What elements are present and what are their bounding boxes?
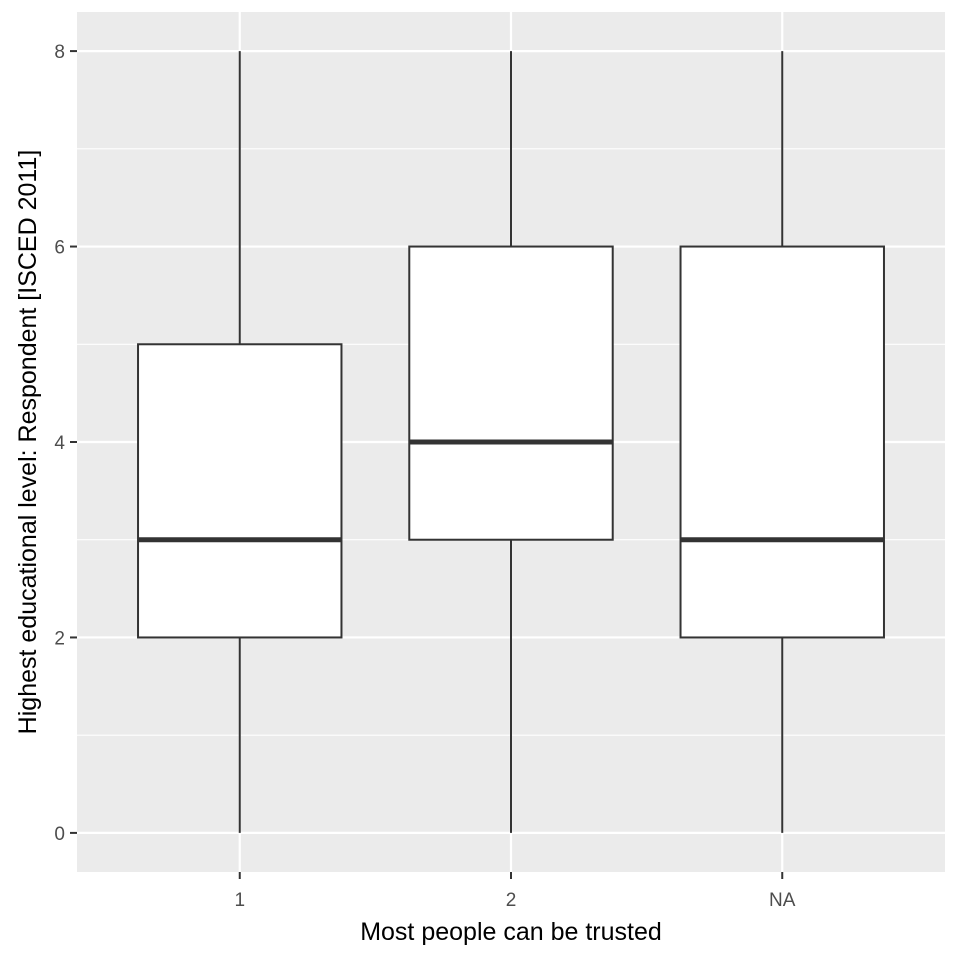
y-tick-label: 6 xyxy=(54,238,65,259)
y-axis: 0 2 4 6 8 xyxy=(54,42,77,845)
x-tick-label: 1 xyxy=(234,890,245,911)
x-tick-label: 2 xyxy=(506,890,517,911)
box-2 xyxy=(408,51,614,833)
box-iqr xyxy=(137,343,343,639)
x-axis-title: Most people can be trusted xyxy=(360,918,662,946)
x-axis: 1 2 NA xyxy=(234,872,796,911)
box-1 xyxy=(137,51,343,833)
box-NA xyxy=(679,51,885,833)
box-iqr xyxy=(408,245,614,541)
y-tick-label: 0 xyxy=(54,824,65,845)
y-axis-title: Highest educational level: Respondent [I… xyxy=(14,150,42,735)
x-tick-label: NA xyxy=(769,890,796,911)
y-tick-label: 8 xyxy=(54,42,65,63)
box-iqr xyxy=(679,245,885,639)
y-tick-label: 2 xyxy=(54,628,65,649)
y-tick-label: 4 xyxy=(54,433,65,454)
boxes-layer xyxy=(137,51,885,833)
